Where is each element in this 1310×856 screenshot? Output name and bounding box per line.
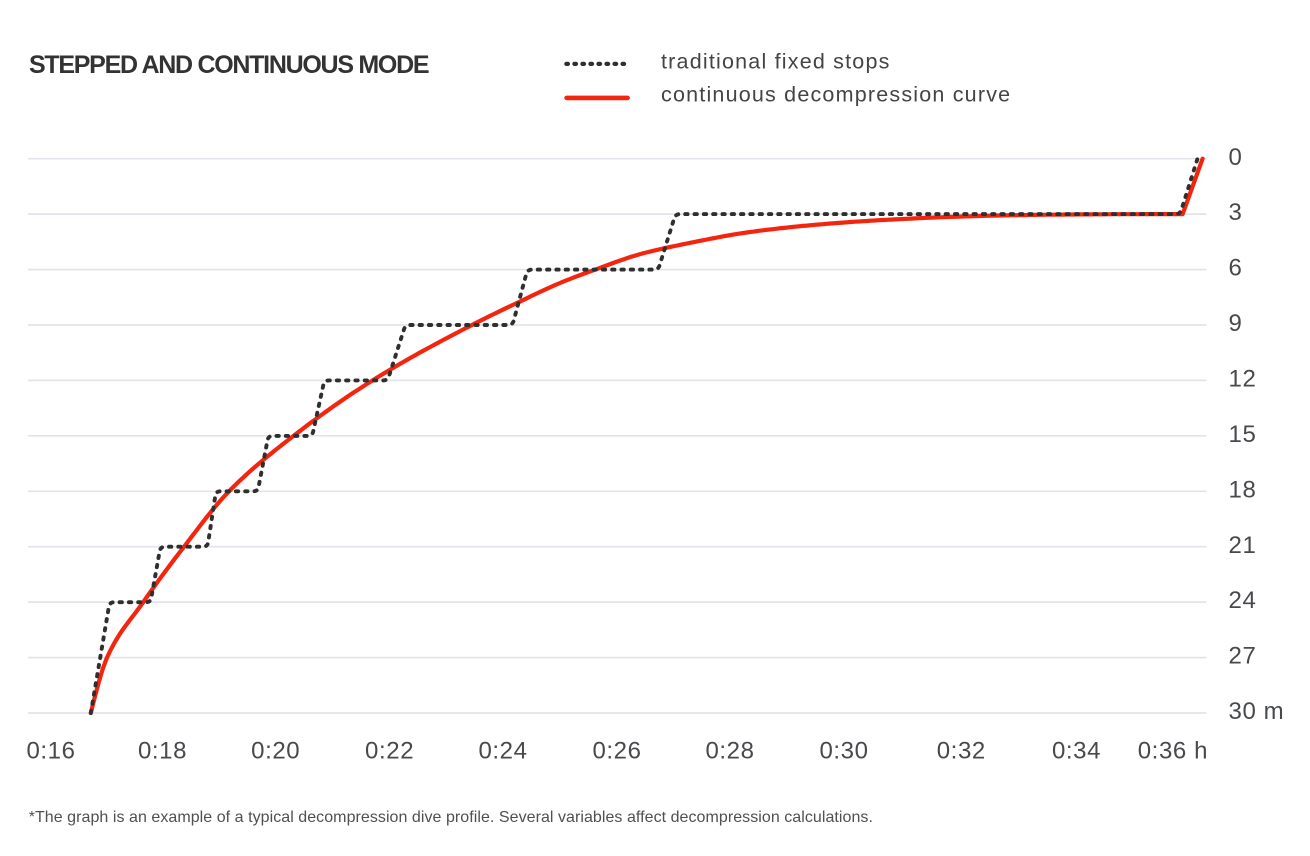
svg-text:21: 21 [1229, 532, 1257, 559]
svg-text:0:34: 0:34 [1052, 737, 1101, 764]
svg-text:0:20: 0:20 [251, 737, 300, 764]
svg-text:0:22: 0:22 [365, 737, 414, 764]
svg-text:3: 3 [1229, 199, 1243, 226]
svg-text:0:16: 0:16 [26, 737, 75, 764]
svg-text:continuous decompression curve: continuous decompression curve [661, 83, 1011, 107]
svg-text:0:32: 0:32 [937, 737, 986, 764]
svg-text:6: 6 [1229, 255, 1243, 282]
svg-text:0:18: 0:18 [138, 737, 187, 764]
svg-text:18: 18 [1229, 476, 1257, 503]
svg-text:0: 0 [1229, 144, 1243, 171]
svg-text:15: 15 [1229, 421, 1257, 448]
svg-text:30 m: 30 m [1229, 698, 1285, 725]
svg-text:0:28: 0:28 [705, 737, 754, 764]
svg-text:*The graph is an example of a: *The graph is an example of a typical de… [29, 809, 873, 826]
svg-text:24: 24 [1229, 587, 1257, 614]
svg-text:0:26: 0:26 [592, 737, 641, 764]
svg-text:0:30: 0:30 [819, 737, 868, 764]
svg-text:12: 12 [1229, 366, 1257, 393]
svg-text:STEPPED AND CONTINUOUS MODE: STEPPED AND CONTINUOUS MODE [29, 51, 429, 79]
svg-text:27: 27 [1229, 643, 1257, 670]
svg-text:traditional fixed stops: traditional fixed stops [661, 49, 891, 73]
svg-text:0:36 h: 0:36 h [1138, 737, 1208, 764]
svg-text:0:24: 0:24 [478, 737, 527, 764]
svg-text:9: 9 [1229, 310, 1243, 337]
